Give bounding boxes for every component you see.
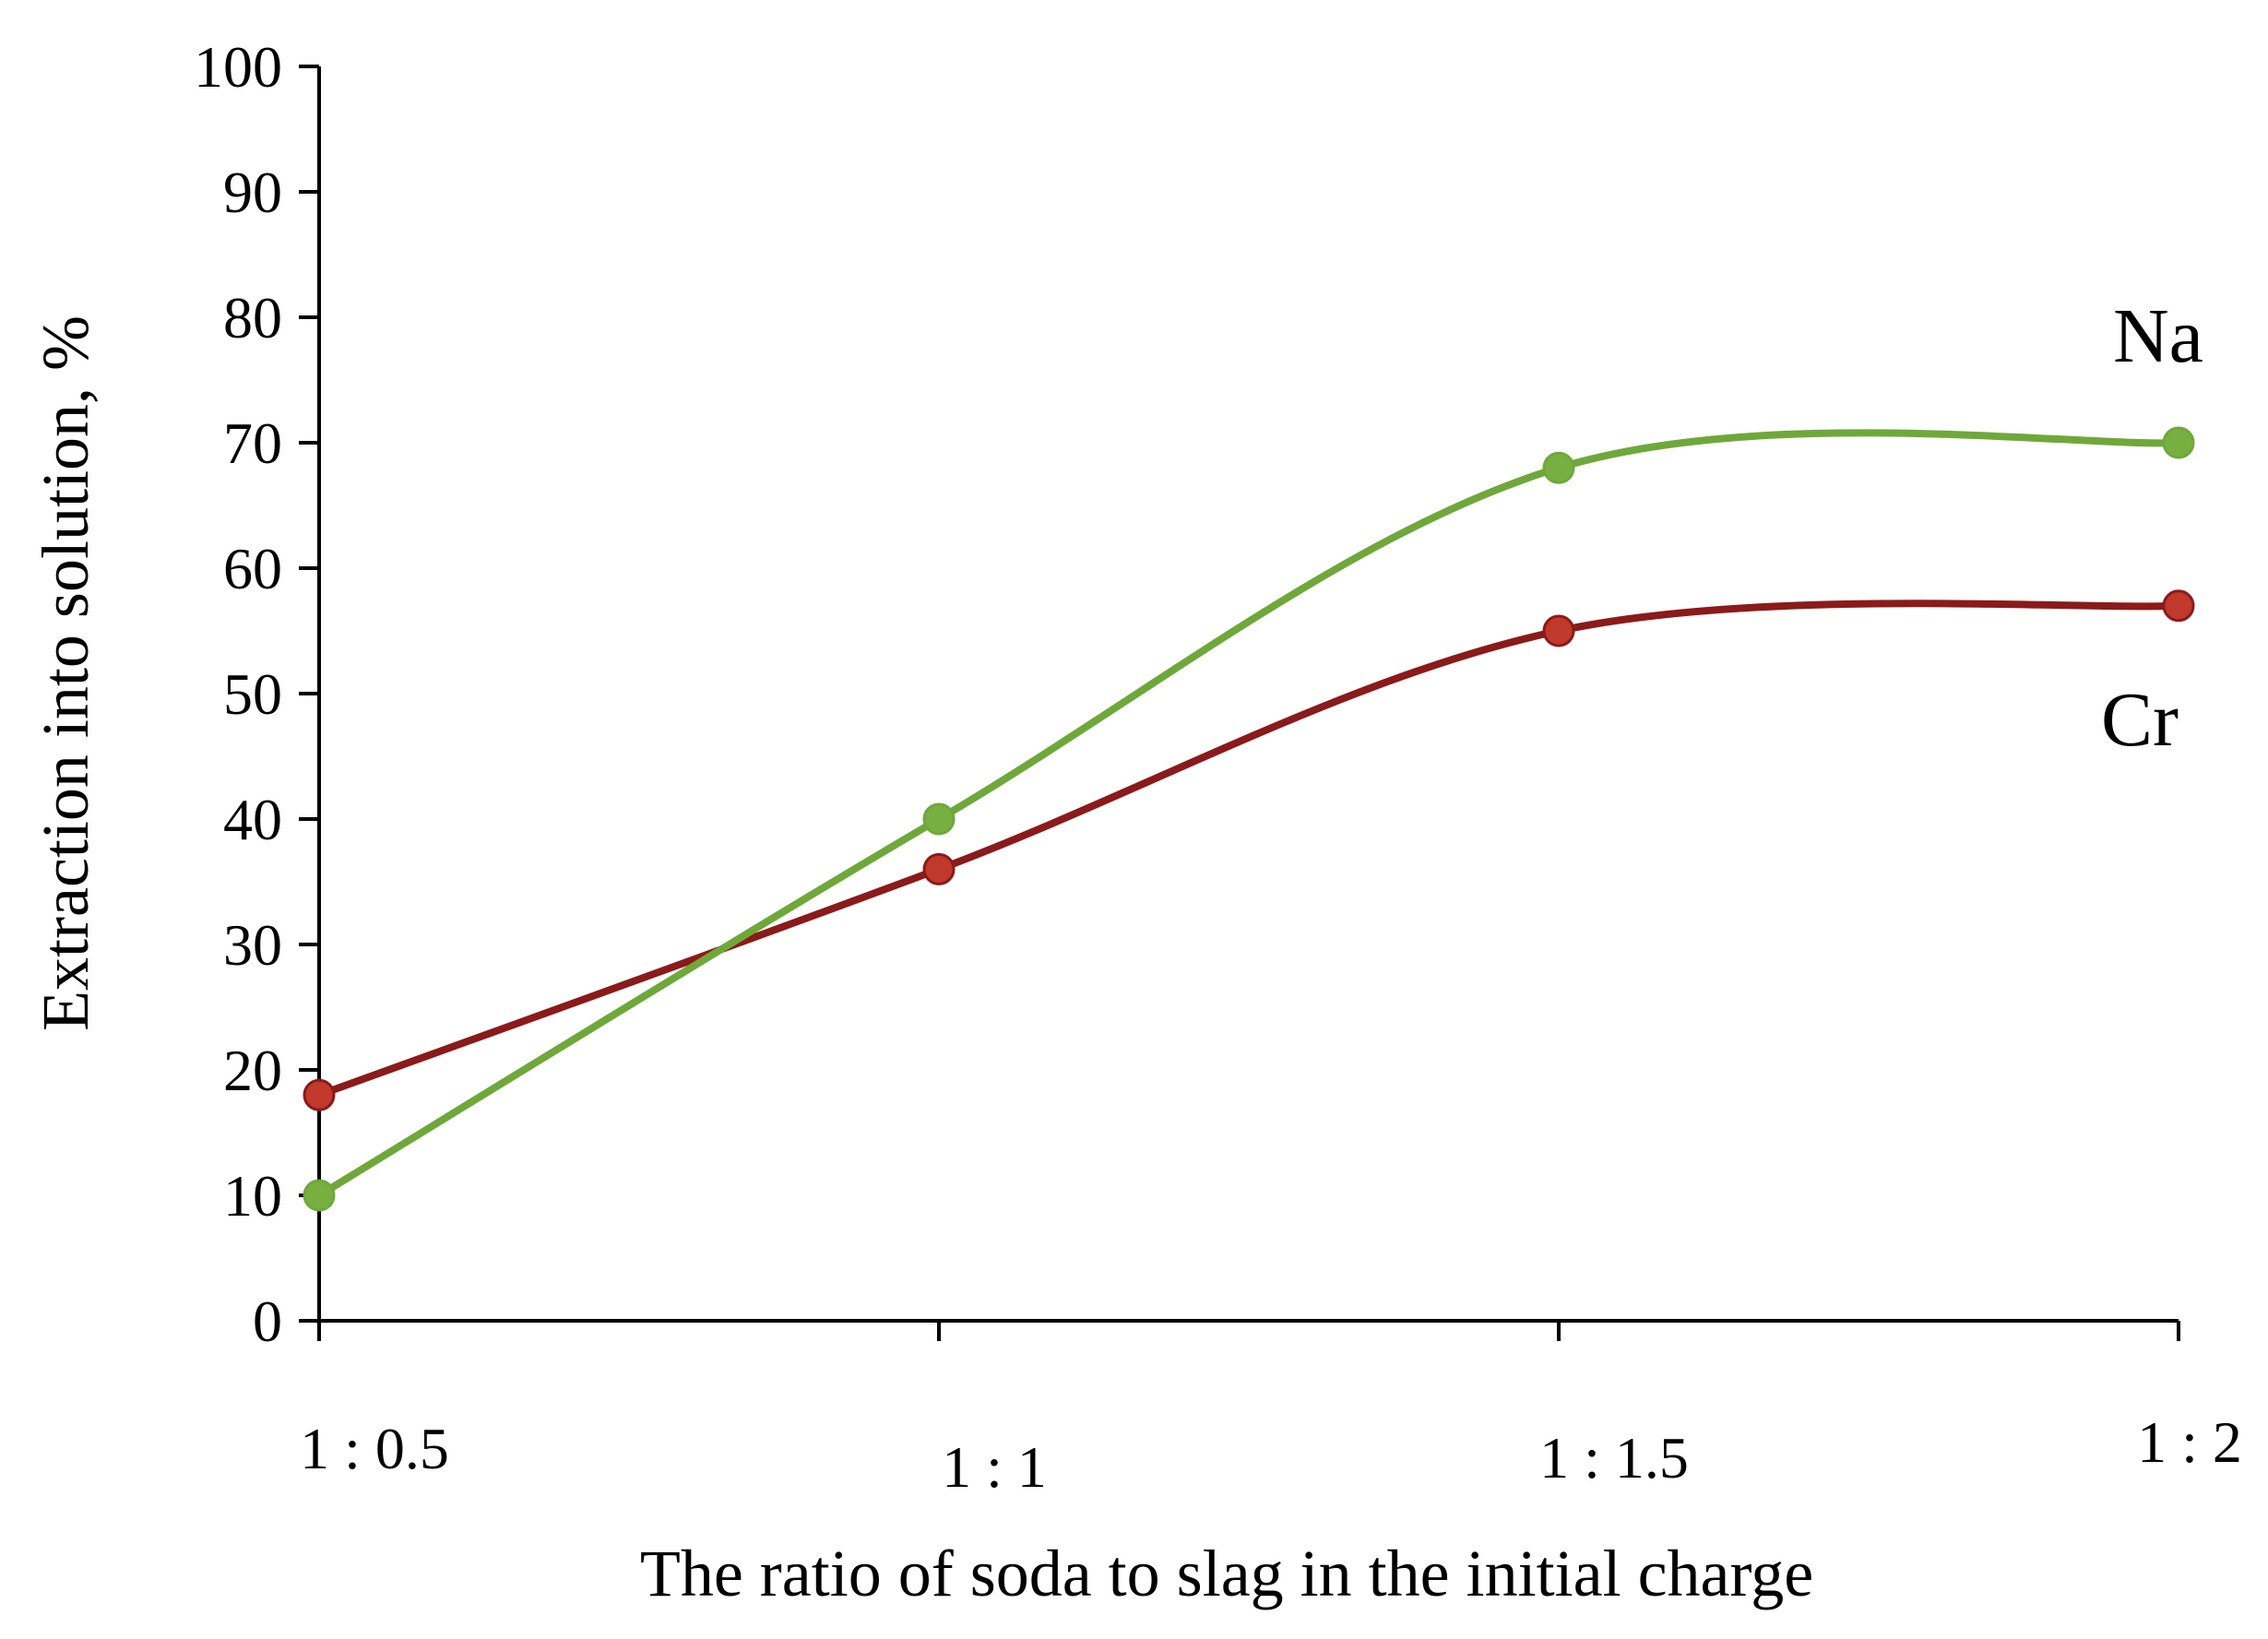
x-tick-label: 1 : 2 [2137,1409,2242,1475]
series-line-cr [315,600,2182,1099]
series-line-na [315,429,2182,1199]
data-point-na [922,802,956,836]
y-tick-label: 50 [223,661,282,727]
data-point-cr [922,852,956,885]
y-axis-title: Extraction into solution, % [29,315,102,1031]
y-ticks: 0 10 20 30 40 50 60 70 80 90 100 [194,34,319,1354]
y-tick-label: 100 [194,34,282,100]
y-tick-label: 0 [253,1289,282,1354]
y-tick-label: 20 [223,1038,282,1103]
data-point-na [2162,426,2195,459]
y-tick-label: 40 [223,787,282,852]
y-tick-label: 60 [223,536,282,601]
series-label-cr: Cr [2101,677,2179,763]
x-ticks: 1 : 0.5 1 : 1 1 : 1.5 1 : 2 [300,1321,2242,1500]
data-point-cr [1542,614,1575,647]
y-tick-label: 90 [223,160,282,225]
x-tick-label: 1 : 1 [942,1434,1047,1500]
data-point-cr [2162,589,2195,623]
x-tick-label: 1 : 0.5 [300,1416,449,1481]
x-axis-title: The ratio of soda to slag in the initial… [640,1537,1813,1610]
axes [317,66,2179,1323]
series-markers [303,426,2195,1212]
y-tick-label: 70 [223,410,282,476]
y-tick-label: 10 [223,1163,282,1229]
y-tick-label: 80 [223,285,282,350]
series-label-na: Na [2113,293,2203,379]
y-tick-label: 30 [223,912,282,978]
x-tick-label: 1 : 1.5 [1539,1425,1689,1491]
data-point-na [1542,451,1575,484]
series-lines [315,429,2182,1199]
data-point-na [303,1179,336,1212]
data-point-cr [303,1078,336,1111]
